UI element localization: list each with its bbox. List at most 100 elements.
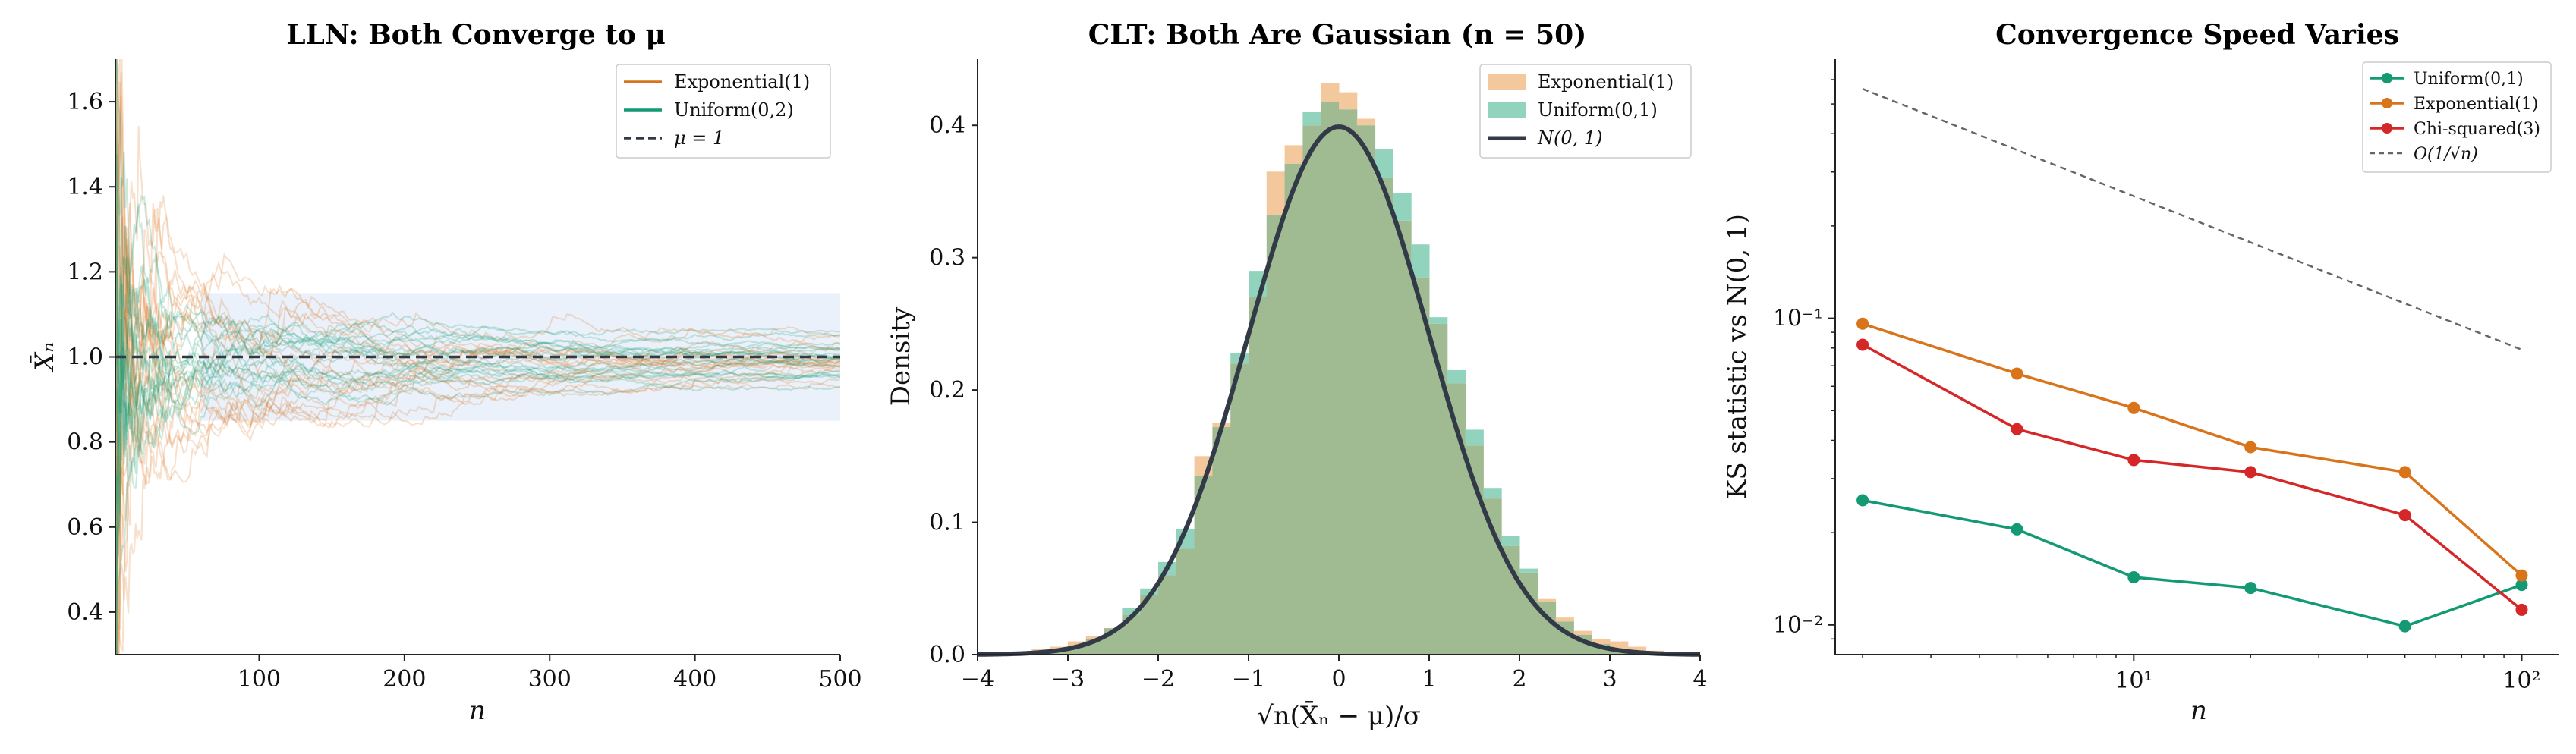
clt-bar-top <box>1483 488 1502 499</box>
lln-exp-path <box>115 59 840 418</box>
clt-x-tick-label: 4 <box>1693 666 1707 693</box>
lln-x-tick-label: 300 <box>528 666 572 693</box>
clt-bar-top <box>1592 639 1611 645</box>
lln-ticks: 100 200 300 400 500 0.4 0.6 0.8 1.0 1.2 1.4 1.6 <box>67 89 861 693</box>
ks-chi-line <box>1862 343 2523 611</box>
ks-legend-exp-marker <box>2382 98 2392 108</box>
lln-exp-path <box>115 309 840 610</box>
lln-exp-path <box>115 326 840 558</box>
ks-chi-point <box>1856 338 1869 351</box>
clt-x-tick-label: 1 <box>1422 666 1436 693</box>
lln-uni-path <box>115 97 840 404</box>
clt-histograms <box>1013 83 1664 655</box>
clt-bar-top <box>1266 171 1286 215</box>
clt-bar-top <box>1356 118 1376 126</box>
ks-ticks: 10¹ 10² 10⁻² 10⁻¹ <box>1773 79 2541 694</box>
clt-x-tick-label: −3 <box>1051 666 1085 693</box>
lln-uni-path <box>116 308 840 655</box>
lln-uni-path <box>115 256 840 516</box>
ks-legend-chi: Chi-squared(3) <box>2414 120 2540 139</box>
ks-chi-point <box>2398 509 2411 522</box>
clt-legend-exp-swatch <box>1488 74 1526 90</box>
clt-bar-overlap <box>1411 277 1430 655</box>
ks-series <box>1856 88 2528 633</box>
clt-bar-overlap <box>1284 163 1303 655</box>
lln-legend-mu: μ = 1 <box>674 127 724 149</box>
clt-bar-top <box>1321 83 1340 102</box>
clt-bar-overlap <box>1375 178 1393 655</box>
lln-uni-path <box>115 154 840 455</box>
clt-bar-top <box>1302 112 1321 126</box>
lln-legend-exp: Exponential(1) <box>674 71 810 93</box>
lln-exp-path <box>115 143 840 433</box>
lln-uni-path <box>115 240 840 514</box>
lln-exp-path <box>115 216 840 543</box>
ks-x-tick-label: 10¹ <box>2115 668 2152 694</box>
clt-bar-overlap <box>1176 548 1195 655</box>
clt-y-tick-label: 0.0 <box>929 642 965 668</box>
lln-uni-path <box>115 59 840 357</box>
clt-bar-top <box>1501 536 1520 546</box>
ks-legend-chi-marker <box>2382 123 2392 134</box>
clt-bar-top <box>1519 568 1538 573</box>
ks-chi-point <box>2515 603 2528 616</box>
lln-x-tick-label: 100 <box>238 666 281 693</box>
clt-bar-overlap <box>1321 101 1340 655</box>
clt-ticks: −4 −3 −2 −1 0 1 2 3 4 0.0 0.1 0.2 0.3 0.4 <box>929 112 1707 693</box>
clt-bar-top <box>1085 636 1105 639</box>
ks-exponential-line <box>1862 322 2523 576</box>
lln-exp-path <box>118 229 840 655</box>
clt-x-tick-label: −4 <box>961 666 994 693</box>
clt-bar-top <box>1555 617 1574 622</box>
clt-legend-exp: Exponential(1) <box>1538 71 1674 93</box>
lln-exp-path <box>115 81 840 655</box>
clt-bar-top <box>1537 598 1557 602</box>
clt-x-label: √n(X̄ₙ − μ)/σ <box>1257 700 1421 731</box>
ks-x-tick-label: 10² <box>2502 668 2540 694</box>
clt-x-tick-label: 3 <box>1602 666 1617 693</box>
ks-exponential-point <box>2127 401 2140 414</box>
ks-exponential-point <box>2398 466 2411 479</box>
clt-bar-top <box>1447 369 1466 384</box>
lln-uni-path <box>115 209 840 445</box>
clt-bar-overlap <box>1393 220 1412 655</box>
lln-exp-path <box>116 59 840 655</box>
lln-uni-path <box>115 329 840 655</box>
ks-chi-point <box>2244 466 2257 479</box>
clt-y-tick-label: 0.2 <box>929 377 965 404</box>
clt-bar-overlap <box>1429 323 1448 655</box>
lln-exp-path <box>115 59 840 391</box>
clt-x-tick-label: −1 <box>1232 666 1265 693</box>
lln-uni-path <box>115 319 840 474</box>
clt-y-tick-label: 0.4 <box>929 112 965 139</box>
ks-uniform-point <box>2515 579 2528 592</box>
clt-legend-uni-swatch <box>1488 102 1526 118</box>
clt-bar-top <box>1573 630 1592 635</box>
clt-bar-overlap <box>1501 545 1520 655</box>
lln-legend: Exponential(1) Uniform(0,2) μ = 1 <box>616 64 831 159</box>
lln-y-label: X̄ₙ <box>29 342 60 373</box>
lln-uni-path <box>115 284 840 655</box>
lln-x-label: n <box>469 696 486 726</box>
lln-exp-path <box>116 208 840 655</box>
clt-legend-normal: N(0, 1) <box>1537 127 1603 149</box>
clt-y-label: Density <box>886 306 916 406</box>
clt-bar-overlap <box>1212 426 1231 655</box>
lln-uni-path <box>115 253 840 485</box>
ks-exponential-point <box>1856 317 1869 330</box>
clt-bar-overlap <box>1068 646 1087 655</box>
ks-uniform-point <box>1856 494 1869 507</box>
ks-legend: Uniform(0,1) Exponential(1) Chi-squared(… <box>2362 61 2552 173</box>
lln-uni-path <box>115 281 840 532</box>
clt-bar-overlap <box>1483 498 1502 655</box>
clt-bar-top <box>1610 641 1629 650</box>
clt-bar-overlap <box>1266 215 1286 655</box>
panel-ks: Convergence Speed Varies 10¹ 10²10⁻²10⁻¹ … <box>1722 19 2559 726</box>
lln-title: LLN: Both Converge to μ <box>286 19 666 51</box>
lln-y-tick-label: 1.0 <box>67 344 103 371</box>
clt-y-tick-label: 0.1 <box>929 510 965 536</box>
lln-y-tick-label: 0.8 <box>67 429 103 456</box>
clt-title: CLT: Both Are Gaussian (n = 50) <box>1088 19 1587 51</box>
ks-x-label: n <box>2190 696 2207 726</box>
ks-legend-exp: Exponential(1) <box>2414 95 2538 114</box>
